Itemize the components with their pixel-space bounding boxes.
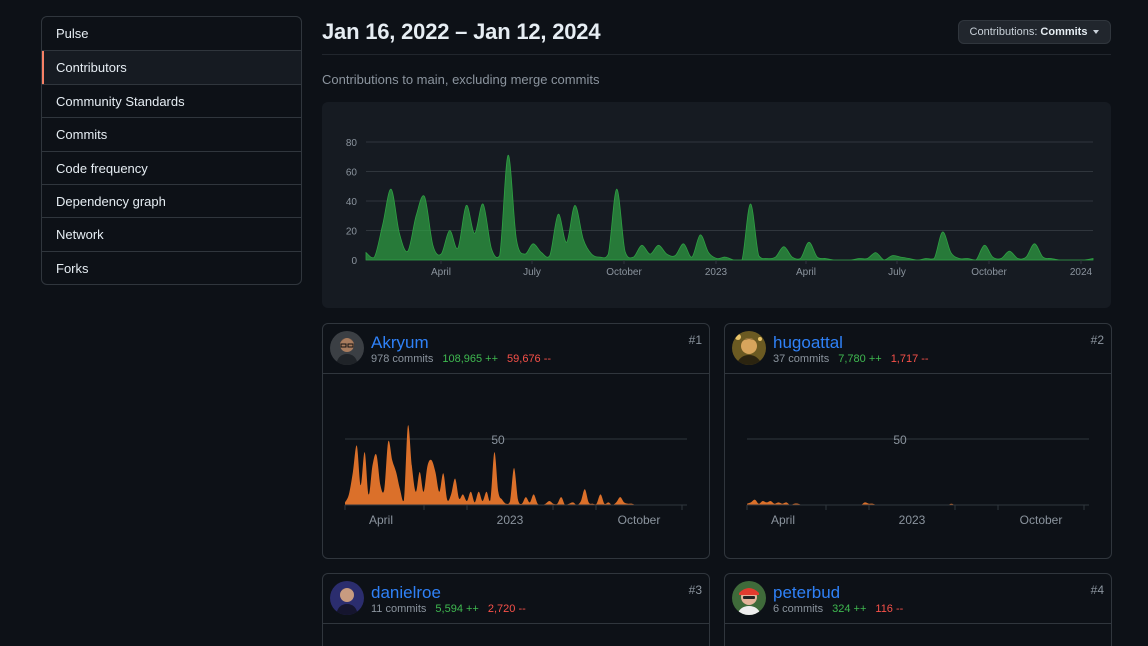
x-tick-label: April: [369, 513, 393, 527]
x-tick-label: 2023: [497, 513, 524, 527]
x-tick-label: October: [971, 267, 1007, 278]
contributor-name[interactable]: Akryum: [371, 333, 429, 352]
additions-count: 108,965 ++: [442, 353, 499, 365]
avatar[interactable]: [330, 581, 364, 615]
contributor-card: danielroe 11 commits 5,594 ++ 2,720 -- #3: [322, 573, 710, 646]
x-tick-label: October: [606, 267, 642, 278]
page-title: Jan 16, 2022 – Jan 12, 2024: [322, 19, 601, 44]
x-tick-label: October: [1020, 513, 1063, 527]
x-tick-label: July: [888, 267, 906, 278]
gridline-label: 50: [491, 433, 505, 447]
contributor-chart: [725, 624, 1111, 646]
deletions-count: 1,717 --: [890, 353, 929, 365]
deletions-count: 59,676 --: [507, 353, 552, 365]
gridline-label: 50: [893, 433, 907, 447]
contributor-card-header: danielroe 11 commits 5,594 ++ 2,720 -- #3: [323, 574, 709, 624]
x-tick-label: October: [618, 513, 661, 527]
contributor-stats: 11 commits 5,594 ++ 2,720 --: [371, 603, 526, 615]
contributor-rank: #1: [688, 333, 702, 347]
y-tick-label: 60: [346, 168, 358, 179]
contributor-commits-area: [345, 425, 687, 505]
commits-area: [365, 154, 1094, 261]
contributor-name[interactable]: danielroe: [371, 583, 441, 602]
sidebar-item-code-frequency[interactable]: Code frequency: [42, 150, 301, 184]
deletions-count: 116 --: [875, 603, 904, 615]
additions-count: 5,594 ++: [435, 603, 479, 615]
contributor-name[interactable]: peterbud: [773, 583, 841, 602]
contributor-chart-svg: 50 April 2023 October: [344, 425, 687, 527]
contributor-rank: #4: [1090, 583, 1104, 597]
contributor-card: hugoattal 37 commits 7,780 ++ 1,717 -- #2 …: [724, 323, 1112, 559]
header-divider: [322, 54, 1111, 55]
contributor-rank: #3: [688, 583, 702, 597]
x-tick-label: July: [523, 267, 541, 278]
y-tick-label: 80: [346, 138, 358, 149]
contributions-chart: 0 20 40 60 80 April July October 2023 April July Oc…: [322, 102, 1111, 308]
commit-count: 6 commits: [773, 603, 824, 615]
avatar[interactable]: [732, 331, 766, 365]
contributor-chart: 50 April 2023 October: [323, 374, 709, 558]
sidebar-item-contributors[interactable]: Contributors: [42, 50, 301, 85]
contributor-stats: 6 commits 324 ++ 116 --: [773, 603, 903, 615]
contributor-card-header: peterbud 6 commits 324 ++ 116 -- #4: [725, 574, 1111, 624]
sidebar-item-dependency-graph[interactable]: Dependency graph: [42, 183, 301, 217]
x-tick-label: April: [431, 267, 451, 278]
chart-subtitle: Contributions to main, excluding merge c…: [322, 72, 600, 87]
commit-count: 37 commits: [773, 353, 830, 365]
avatar[interactable]: [330, 331, 364, 365]
contributions-label: Contributions:: [969, 26, 1038, 38]
y-tick-label: 0: [351, 256, 357, 267]
sidebar-item-community-standards[interactable]: Community Standards: [42, 83, 301, 117]
contributor-stats: 37 commits 7,780 ++ 1,717 --: [773, 353, 929, 365]
contributions-value: Commits: [1040, 26, 1088, 38]
insights-sidebar: Pulse Contributors Community Standards C…: [41, 16, 302, 286]
x-tick-label: 2023: [705, 267, 728, 278]
additions-count: 7,780 ++: [838, 353, 882, 365]
sidebar-item-commits[interactable]: Commits: [42, 117, 301, 150]
contributions-type-dropdown[interactable]: Contributions: Commits: [958, 20, 1111, 44]
contributor-rank: #2: [1090, 333, 1104, 347]
avatar[interactable]: [732, 581, 766, 615]
contributor-chart-svg: 50 April 2023 October: [746, 433, 1089, 527]
x-tick-label: April: [771, 513, 795, 527]
additions-count: 324 ++: [832, 603, 867, 615]
commit-count: 11 commits: [371, 603, 427, 615]
x-tick-label: April: [796, 267, 816, 278]
contributor-card-header: Akryum 978 commits 108,965 ++ 59,676 -- #1: [323, 324, 709, 374]
contributions-chart-svg: 0 20 40 60 80 April July October 2023 April July Oc…: [346, 138, 1094, 278]
contributor-card: Akryum 978 commits 108,965 ++ 59,676 -- #1…: [322, 323, 710, 559]
sidebar-item-pulse[interactable]: Pulse: [56, 26, 89, 41]
contributor-chart: [323, 624, 709, 646]
contributor-name[interactable]: hugoattal: [773, 333, 843, 352]
x-tick-label: 2024: [1070, 267, 1093, 278]
sidebar-item-forks[interactable]: Forks: [42, 250, 301, 284]
contributor-commits-area: [747, 499, 1089, 505]
contributor-card: peterbud 6 commits 324 ++ 116 -- #4: [724, 573, 1112, 646]
contributor-card-header: hugoattal 37 commits 7,780 ++ 1,717 -- #2: [725, 324, 1111, 374]
commit-count: 978 commits: [371, 353, 434, 365]
y-tick-label: 40: [346, 197, 358, 208]
y-tick-label: 20: [346, 227, 358, 238]
contributor-chart: 50 April 2023 October: [725, 374, 1111, 558]
sidebar-item-network[interactable]: Network: [42, 217, 301, 250]
deletions-count: 2,720 --: [487, 603, 526, 615]
caret-down-icon: [1093, 30, 1100, 34]
x-tick-label: 2023: [899, 513, 926, 527]
contributor-stats: 978 commits 108,965 ++ 59,676 --: [371, 353, 551, 365]
